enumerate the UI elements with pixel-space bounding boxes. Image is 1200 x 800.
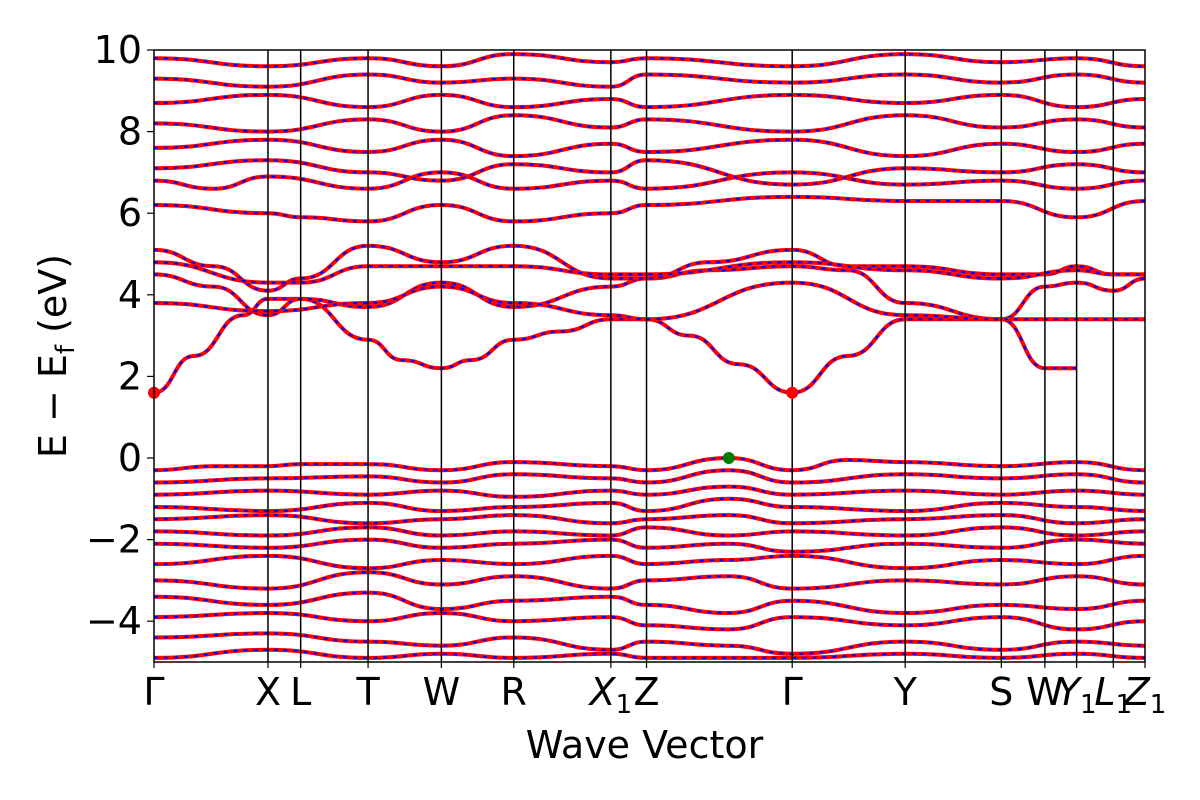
x-tick-label-5: R: [501, 670, 527, 714]
valence-band-5-spin-up: [154, 525, 1145, 538]
x-tick-label-12: Y1: [1057, 670, 1097, 720]
conduction-band-10-spin-down: [154, 93, 1145, 109]
x-tick-label-2: L: [290, 670, 311, 714]
x-axis-label: Wave Vector: [526, 723, 764, 767]
y-axis-label-unit: (eV): [31, 254, 75, 333]
x-tick-label-7: Z: [634, 670, 660, 714]
y-axis-label: E − Ef (eV): [31, 254, 81, 458]
kpoint-lines: [267, 50, 1115, 662]
conduction-band-12-spin-up: [154, 52, 1145, 69]
valence-band-6-spin-up: [154, 537, 1145, 554]
conduction-band-0-spin-up: [154, 296, 1077, 395]
x-tick-label-0: Γ: [143, 670, 164, 714]
valence-band-9-spin-up: [154, 590, 1145, 616]
valence-band-10-spin-up: [154, 610, 1145, 632]
y-tick-label-3: 2: [118, 354, 142, 398]
x-tick-label-11: W: [1026, 670, 1064, 714]
y-tick-label-2: 0: [118, 436, 142, 480]
conduction-band-6-spin-down: [154, 171, 1145, 190]
y-ticks: −4 −2 0 2 4 6 8 10: [86, 28, 154, 643]
conduction-band-1-spin-down: [154, 265, 1145, 321]
x-tick-label-8: Γ: [782, 670, 803, 714]
valence-band-9-spin-down: [154, 591, 1145, 615]
x-tick-label-3: T: [355, 670, 380, 714]
x-tick-label-6: X1: [588, 670, 633, 720]
y-tick-label-5: 6: [118, 191, 142, 235]
valence-band-3-spin-up: [154, 496, 1145, 514]
valence-band-0-spin-down: [154, 456, 1145, 472]
x-tick-label-9: Y: [893, 670, 918, 714]
conduction-band-6-spin-up: [154, 170, 1145, 191]
conduction-band-9-spin-down: [154, 114, 1145, 133]
x-tick-label-1: X: [255, 670, 281, 714]
valence-band-10-spin-down: [154, 611, 1145, 631]
conduction-band-8-spin-down: [154, 138, 1145, 158]
valence-band-1-spin-down: [154, 469, 1145, 484]
y-axis-label-main: E − E: [31, 354, 75, 458]
conduction-band-4-spin-down: [154, 281, 1145, 321]
y-axis-label-sub: f: [51, 344, 81, 354]
x-tick-label-4: W: [423, 670, 461, 714]
valence-band-8-spin-down: [154, 571, 1145, 590]
vbm-marker-2: [722, 452, 735, 464]
conduction-band-11-spin-up: [154, 72, 1145, 89]
y-tick-label-4: 4: [118, 273, 142, 317]
valence-band-7-spin-up: [154, 553, 1145, 571]
extrema-markers: [148, 386, 799, 464]
valence-band-2-spin-up: [154, 484, 1145, 499]
conduction-band-3-spin-down: [154, 261, 1145, 284]
valence-band-3-spin-down: [154, 497, 1145, 513]
y-tick-label-6: 8: [118, 110, 142, 154]
bands-layer: [154, 52, 1145, 660]
conduction-band-0-spin-down: [154, 297, 1077, 394]
y-tick-label-0: −4: [86, 599, 142, 643]
plot-frame: [153, 49, 1146, 663]
cbm-marker-1: [786, 386, 799, 399]
valence-band-4-spin-up: [154, 513, 1145, 526]
y-tick-label-7: 10: [94, 28, 142, 72]
x-tick-label-13: L1: [1094, 670, 1132, 720]
valence-band-12-spin-down: [154, 648, 1145, 660]
conduction-band-10-spin-up: [154, 92, 1145, 110]
x-tick-label-10: S: [989, 670, 1013, 714]
conduction-band-8-spin-up: [154, 137, 1145, 159]
conduction-band-9-spin-up: [154, 113, 1145, 134]
x-tick-label-14: Z1: [1123, 670, 1167, 720]
y-tick-label-1: −2: [86, 518, 142, 562]
valence-band-0-spin-up: [154, 455, 1145, 473]
